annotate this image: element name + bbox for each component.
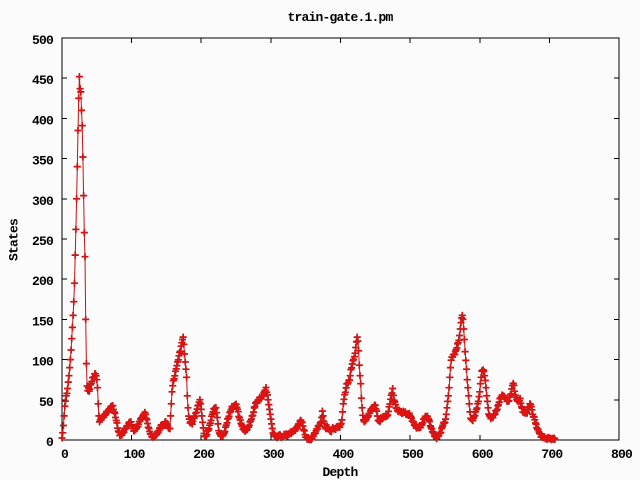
- svg-text:150: 150: [32, 314, 54, 329]
- svg-text:States: States: [7, 218, 22, 261]
- svg-text:350: 350: [32, 154, 54, 169]
- svg-text:train-gate.1.pm: train-gate.1.pm: [287, 10, 393, 25]
- svg-text:50: 50: [39, 395, 54, 410]
- svg-text:0: 0: [46, 435, 54, 450]
- svg-text:300: 300: [32, 194, 54, 209]
- svg-text:800: 800: [611, 447, 633, 462]
- svg-text:200: 200: [32, 274, 54, 289]
- svg-text:400: 400: [32, 113, 54, 128]
- svg-text:Depth: Depth: [322, 465, 358, 480]
- svg-text:100: 100: [32, 355, 54, 370]
- svg-text:0: 0: [61, 447, 69, 462]
- svg-text:500: 500: [32, 33, 54, 48]
- svg-text:250: 250: [32, 234, 54, 249]
- svg-text:700: 700: [541, 447, 563, 462]
- svg-text:450: 450: [32, 73, 54, 88]
- svg-text:200: 200: [193, 447, 215, 462]
- svg-text:300: 300: [263, 447, 285, 462]
- svg-text:500: 500: [402, 447, 424, 462]
- svg-text:600: 600: [472, 447, 494, 462]
- svg-text:400: 400: [332, 447, 354, 462]
- svg-text:100: 100: [124, 447, 146, 462]
